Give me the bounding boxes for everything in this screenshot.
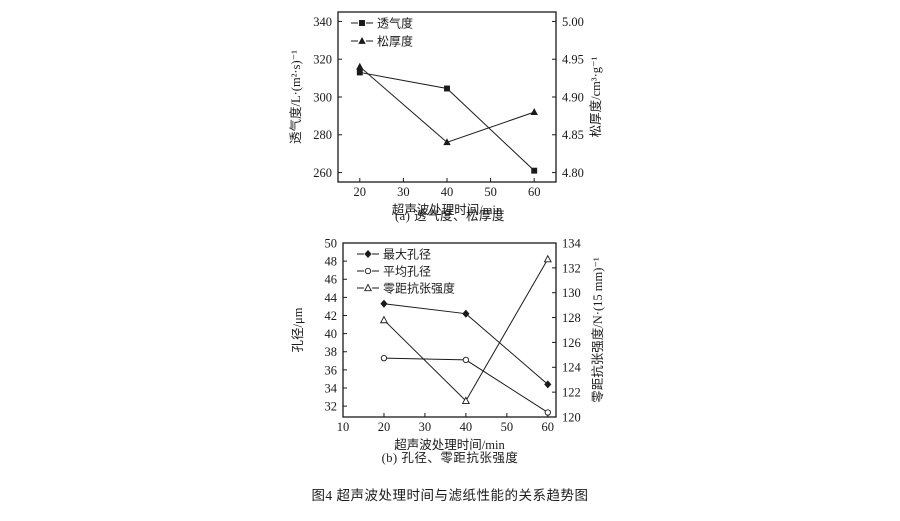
x-axis-tick-label: 10 [337, 420, 350, 434]
x-axis-tick-label: 40 [460, 420, 473, 434]
legend-marker-filled-square [351, 20, 373, 26]
y-axis-tick-label: 260 [313, 166, 332, 180]
data-point-filled-square [444, 85, 450, 92]
x-axis-tick-label: 30 [397, 185, 410, 199]
y-axis-tick-label: 36 [325, 363, 338, 377]
data-point-filled-triangle [356, 62, 364, 70]
x-axis-tick-label: 60 [528, 185, 541, 199]
data-point-filled-square [359, 20, 365, 26]
y-axis-tick-label: 32 [325, 400, 338, 414]
data-point-open-circle [544, 409, 551, 416]
y2-axis-tick-label: 4.90 [562, 90, 584, 104]
y-axis-tick-label: 46 [325, 273, 338, 287]
y-axis-tick-label: 42 [325, 309, 338, 323]
data-point-open-triangle [543, 254, 552, 263]
legend-label: 平均孔径 [383, 264, 431, 278]
data-point-filled-triangle [443, 138, 451, 146]
y2-axis-tick-label: 134 [562, 236, 582, 250]
y-axis-label: 孔径/μm [291, 307, 305, 352]
data-point-filled-triangle [358, 36, 366, 44]
legend-marker-open-circle [357, 267, 379, 275]
y2-axis-tick-label: 5.00 [562, 15, 584, 29]
y2-axis-tick-label: 126 [562, 336, 581, 350]
panel-a-plot: 20 30 40 50 60 260 280 300 320 340 4.80 4.85 4.90 4.9… [288, 11, 603, 217]
plot-frame [342, 242, 557, 418]
plot-frame [337, 11, 557, 183]
legend-label: 透气度 [377, 15, 413, 30]
chart-panel-b: 10 20 30 40 50 60 32 34 36 38 40 42 44 46 48 50 120 122 12… [280, 232, 620, 464]
y-axis-tick-label: 34 [325, 381, 338, 395]
y-axis-tick-label: 50 [325, 236, 338, 250]
x-axis-label: 超声波处理时间/min [394, 437, 505, 452]
data-point-filled-diamond [462, 309, 470, 318]
data-point-filled-triangle [530, 108, 538, 115]
y-axis-tick-label: 340 [313, 15, 332, 29]
legend-marker-filled-triangle [351, 36, 373, 44]
x-axis-tick-label: 30 [419, 420, 432, 434]
x-axis-tick-label: 50 [501, 420, 514, 434]
y-axis-tick-label: 280 [313, 128, 332, 142]
panel-a-caption: (a) 透气度、松厚度 [395, 209, 505, 223]
chart-panel-a: 20 30 40 50 60 260 280 300 320 340 4.80 4.85 4.90 4.9… [280, 0, 620, 225]
data-point-filled-diamond [364, 249, 372, 259]
data-point-open-triangle [379, 315, 389, 324]
x-axis-tick-label: 40 [441, 185, 454, 199]
x-axis-tick-label: 20 [354, 185, 367, 199]
x-axis-tick-label: 50 [484, 185, 497, 199]
y-axis-tick-label: 48 [325, 255, 338, 269]
legend-label: 最大孔径 [383, 247, 431, 261]
data-point-open-triangle [461, 396, 470, 404]
y2-axis-label: 零距抗张强度/N·(15 mm)⁻¹ [590, 257, 605, 403]
data-point-filled-square [356, 69, 363, 76]
data-point-open-triangle [363, 283, 373, 292]
y2-axis-tick-label: 4.85 [562, 128, 584, 142]
data-point-open-circle [462, 356, 470, 364]
y-axis-tick-label: 320 [313, 53, 332, 67]
y-axis-label: 透气度/L·(m²·s)⁻¹ [288, 50, 303, 144]
y-axis-tick-label: 300 [313, 90, 332, 104]
y2-axis-tick-label: 122 [562, 386, 581, 400]
y2-axis-tick-label: 4.80 [562, 166, 584, 180]
y2-axis-tick-label: 130 [562, 286, 581, 300]
data-point-filled-diamond [544, 380, 552, 389]
legend-label: 松厚度 [377, 33, 413, 48]
y2-axis-tick-label: 4.95 [562, 53, 584, 67]
panel-b-plot: 10 20 30 40 50 60 32 34 36 38 40 42 44 46 48 50 120 122 12… [291, 236, 605, 452]
data-point-open-circle [380, 354, 388, 362]
panel-b-caption: (b) 孔径、零距抗张强度 [381, 451, 519, 465]
x-axis-label: 超声波处理时间/min [392, 202, 503, 217]
data-point-filled-diamond [380, 299, 388, 308]
figure-main-caption: 图4 超声波处理时间与滤纸性能的关系趋势图 [311, 488, 589, 503]
y2-axis-tick-label: 128 [562, 311, 581, 325]
y-axis-tick-label: 40 [325, 327, 338, 341]
legend-label: 零距抗张强度 [383, 280, 455, 295]
series-line-1 [383, 357, 549, 413]
data-point-open-circle [364, 267, 372, 275]
y-axis-tick-label: 38 [325, 345, 338, 359]
y-axis-tick-label: 44 [325, 291, 338, 305]
y2-axis-tick-label: 124 [562, 361, 582, 375]
y2-axis-label: 松厚度/cm³·g⁻¹ [588, 56, 603, 137]
legend-marker-filled-diamond [357, 249, 379, 259]
x-axis-tick-label: 20 [378, 420, 391, 434]
y2-axis-tick-label: 132 [562, 261, 581, 275]
y2-axis-tick-label: 120 [562, 410, 581, 424]
data-point-filled-square [531, 167, 538, 174]
legend-marker-open-triangle [357, 283, 379, 292]
x-axis-tick-label: 60 [542, 420, 555, 434]
series-line-1 [359, 66, 535, 143]
